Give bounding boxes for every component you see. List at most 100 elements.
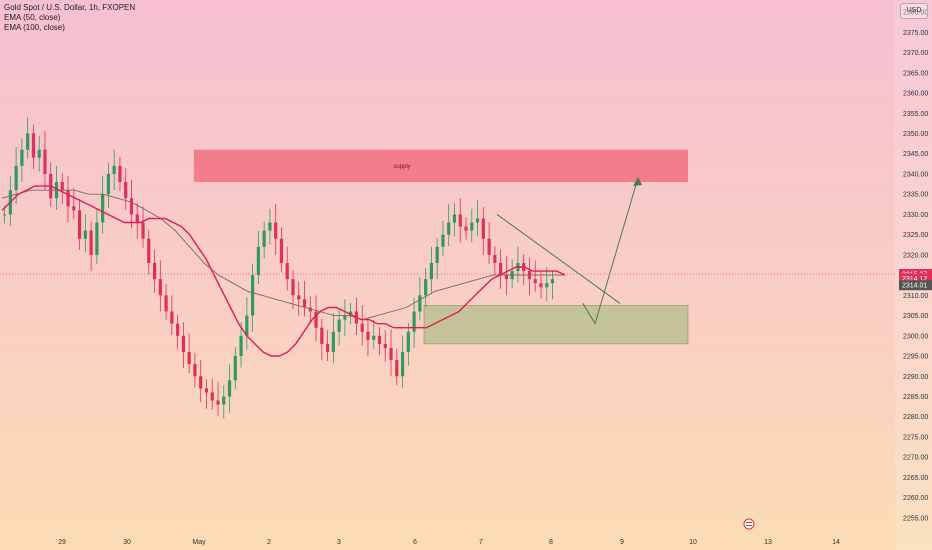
candle-body [14,165,18,191]
price-tick-label: 2305.00 [903,313,928,320]
price-tick-label: 2355.00 [903,111,928,118]
currency-button[interactable]: USD [900,3,928,19]
price-tag: 2314.01 [899,280,932,291]
price-tick-label: 2285.00 [903,394,928,401]
candle-body [349,311,353,316]
candle-body [37,149,41,158]
price-tick-label: 2365.00 [903,70,928,77]
candle-body [447,222,451,235]
event-flag-icon [746,522,752,523]
price-tick-label: 2320.00 [903,252,928,259]
price-tick-label: 2350.00 [903,131,928,138]
supply-zone [193,149,688,183]
candle-body [539,283,543,288]
candle-body [204,388,209,393]
event-flag-icon [746,525,752,526]
candle-body [245,315,249,336]
candle-body [302,299,307,308]
candle-body [256,246,260,276]
ema100-legend[interactable]: EMA (100, close) [4,23,65,32]
price-tick-label: 2260.00 [903,495,928,502]
candle-body [533,279,537,284]
candle-body [475,218,480,223]
candle-body [424,279,428,296]
candle-body [550,279,555,284]
svg-text:2314.12: 2314.12 [902,276,927,283]
price-tick-label: 2330.00 [903,212,928,219]
symbol-title[interactable]: Gold Spot / U.S. Dollar, 1h, FXOPEN [4,3,136,12]
candle-body [395,360,399,377]
candle-body [262,230,266,247]
price-tick-label: 2310.00 [903,293,928,300]
chart-legend: Gold Spot / U.S. Dollar, 1h, FXOPEN EMA … [4,3,135,33]
ema50-line [1,185,566,357]
time-axis-label: 6 [413,539,417,546]
candle-body [158,279,162,296]
price-tick-label: 2275.00 [903,434,928,441]
candle-body [320,327,324,344]
candle-body [285,262,289,280]
candle-body [233,356,237,381]
candle-body [406,331,410,352]
candle-body [66,190,70,207]
candle-body [383,343,387,348]
candle-body [435,246,439,263]
price-tick-label: 2375.00 [903,30,928,37]
candle-body [141,222,145,239]
time-axis-label: 8 [549,539,553,546]
price-tag: 2314.12 [899,273,932,284]
demand-zone [423,305,689,345]
candle-body [89,230,93,255]
candle-body [3,214,7,216]
price-tick-label: 2295.00 [903,354,928,361]
candle-body [400,351,405,377]
candle-body [227,380,232,397]
candle-body [504,275,508,280]
candle-body [429,262,434,280]
time-axis-label: 3 [337,539,341,546]
candle-body [268,222,272,231]
price-tick-label: 2340.00 [903,171,928,178]
candle-body [291,279,295,296]
time-axis-label: 7 [479,539,483,546]
candle-body [152,262,157,280]
candle-body [452,214,457,223]
candle-body [325,343,330,352]
candle-body [112,165,116,174]
time-axis-label: 2 [267,539,271,546]
time-axis-label: 9 [620,539,624,546]
price-tick-label: 2265.00 [903,475,928,482]
candle-body [389,347,393,361]
price-tick-label: 2325.00 [903,232,928,239]
candle-body [118,165,122,183]
candle-body [487,238,491,255]
candle-body [366,331,370,340]
candle-body [176,323,180,336]
candle-body [377,335,382,344]
price-tick-label: 2345.00 [903,151,928,158]
candle-body [481,218,485,239]
candle-body [129,198,134,215]
candle-body [372,335,376,340]
candle-body [20,149,24,166]
candle-body [331,331,335,352]
candle-body [210,392,214,401]
candle-body [187,351,191,365]
time-axis-label: 13 [764,539,772,546]
price-tick-label: 2380.00 [903,10,928,17]
candle-body [72,206,76,211]
candle-body [216,400,220,405]
candle-body [60,182,64,191]
ema50-legend[interactable]: EMA (50, close) [4,13,61,22]
supply-zone-label: supply [393,164,410,170]
candle-body [135,214,139,223]
time-axis-label: 10 [689,539,697,546]
candle-body [170,311,174,324]
candle-body [199,376,203,389]
svg-text:2314.01: 2314.01 [902,283,927,290]
candle-body [26,133,30,150]
price-tick-label: 2270.00 [903,455,928,462]
price-tick-label: 2280.00 [903,414,928,421]
candle-body [274,222,278,239]
